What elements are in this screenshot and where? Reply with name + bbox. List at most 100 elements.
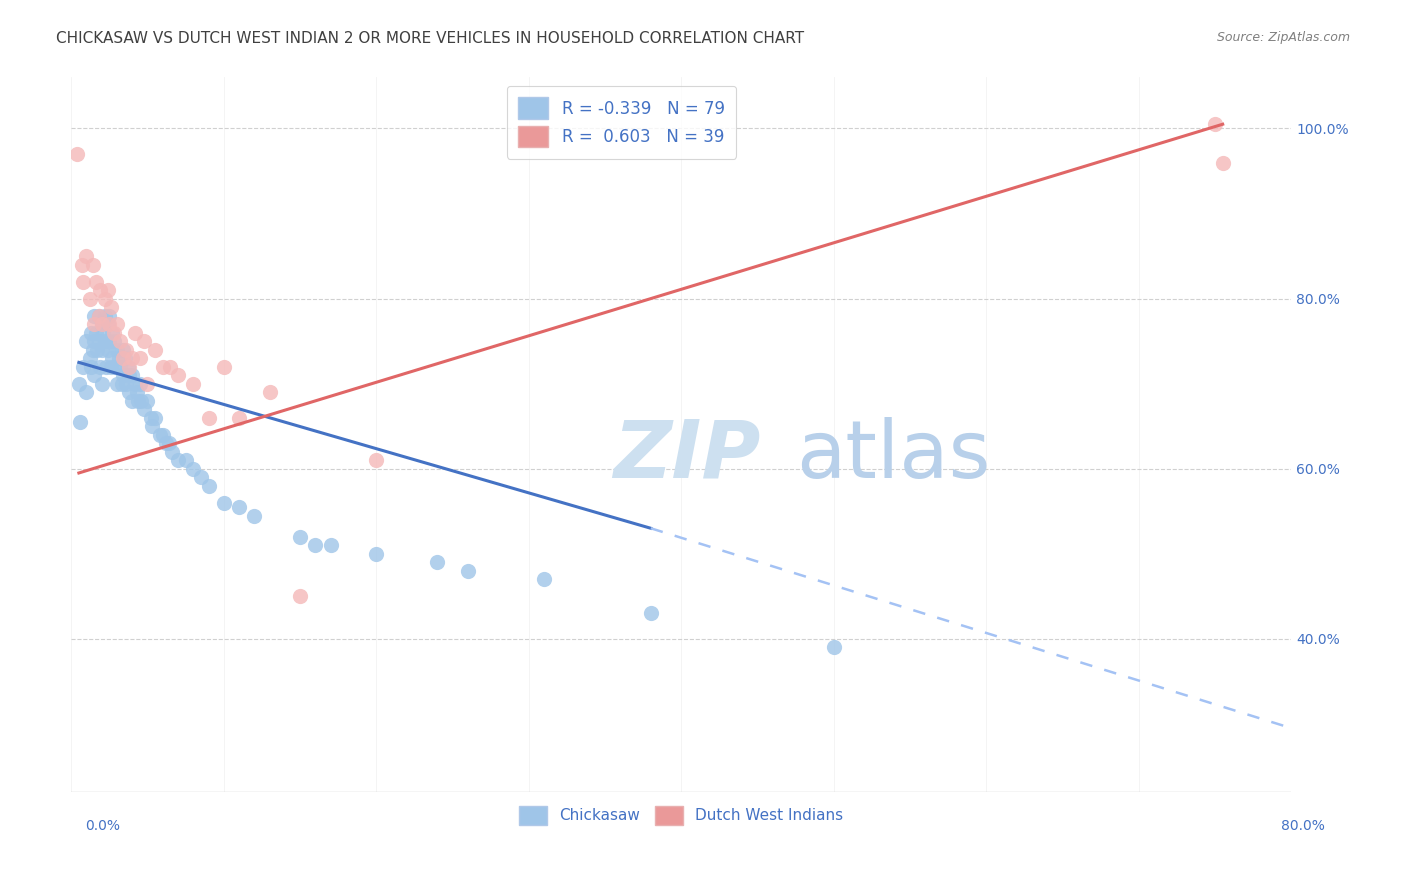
Point: [152, 359, 174, 374]
Point: [533, 572, 555, 586]
Point: [91, 326, 114, 340]
Point: [79, 292, 101, 306]
Point: [167, 368, 190, 383]
Point: [90, 376, 112, 391]
Point: [87, 334, 110, 348]
Point: [80, 359, 103, 374]
Legend: Chickasaw, Dutch West Indians: Chickasaw, Dutch West Indians: [510, 797, 852, 834]
Point: [105, 317, 128, 331]
Point: [69, 415, 91, 429]
Point: [167, 453, 190, 467]
Point: [181, 376, 204, 391]
Text: CHICKASAW VS DUTCH WEST INDIAN 2 OR MORE VEHICLES IN HOUSEHOLD CORRELATION CHART: CHICKASAW VS DUTCH WEST INDIAN 2 OR MORE…: [56, 31, 804, 46]
Point: [83, 317, 105, 331]
Point: [155, 436, 177, 450]
Point: [141, 419, 163, 434]
Point: [98, 334, 121, 348]
Point: [118, 359, 141, 374]
Point: [366, 453, 388, 467]
Point: [114, 351, 136, 366]
Point: [228, 500, 250, 514]
Text: 80.0%: 80.0%: [1281, 819, 1326, 833]
Point: [426, 555, 449, 569]
Point: [319, 538, 342, 552]
Point: [97, 343, 120, 357]
Text: 0.0%: 0.0%: [86, 819, 120, 833]
Point: [94, 292, 117, 306]
Point: [87, 309, 110, 323]
Point: [139, 410, 162, 425]
Point: [101, 351, 124, 366]
Point: [823, 640, 845, 655]
Point: [103, 326, 125, 340]
Text: ZIP: ZIP: [613, 417, 761, 495]
Point: [212, 496, 235, 510]
Point: [84, 326, 107, 340]
Point: [640, 607, 662, 621]
Point: [159, 359, 181, 374]
Point: [89, 359, 111, 374]
Text: Source: ZipAtlas.com: Source: ZipAtlas.com: [1216, 31, 1350, 45]
Point: [83, 368, 105, 383]
Point: [72, 275, 94, 289]
Point: [108, 359, 131, 374]
Point: [181, 461, 204, 475]
Point: [97, 317, 120, 331]
Point: [90, 317, 112, 331]
Point: [160, 444, 183, 458]
Point: [128, 351, 150, 366]
Point: [110, 376, 132, 391]
Point: [76, 249, 98, 263]
Point: [89, 283, 111, 297]
Point: [80, 326, 103, 340]
Point: [108, 334, 131, 348]
Point: [76, 385, 98, 400]
Point: [98, 317, 121, 331]
Point: [243, 508, 266, 523]
Point: [288, 590, 311, 604]
Point: [1212, 155, 1234, 169]
Point: [112, 351, 135, 366]
Text: atlas: atlas: [796, 417, 990, 495]
Point: [136, 393, 159, 408]
Point: [72, 359, 94, 374]
Point: [212, 359, 235, 374]
Point: [152, 427, 174, 442]
Point: [149, 427, 172, 442]
Point: [288, 530, 311, 544]
Point: [174, 453, 197, 467]
Point: [304, 538, 326, 552]
Point: [124, 376, 146, 391]
Point: [105, 343, 128, 357]
Point: [98, 309, 121, 323]
Point: [97, 283, 120, 297]
Point: [66, 147, 89, 161]
Point: [124, 326, 146, 340]
Point: [136, 376, 159, 391]
Point: [134, 334, 156, 348]
Point: [87, 309, 110, 323]
Point: [125, 385, 148, 400]
Point: [107, 351, 129, 366]
Point: [76, 334, 98, 348]
Point: [131, 393, 153, 408]
Point: [197, 410, 219, 425]
Point: [143, 343, 166, 357]
Point: [79, 351, 101, 366]
Point: [128, 376, 150, 391]
Point: [121, 351, 143, 366]
Point: [117, 359, 139, 374]
Point: [105, 376, 128, 391]
Point: [190, 470, 212, 484]
Point: [118, 385, 141, 400]
Point: [84, 275, 107, 289]
Point: [90, 343, 112, 357]
Point: [259, 385, 281, 400]
Point: [197, 479, 219, 493]
Point: [101, 326, 124, 340]
Point: [457, 564, 479, 578]
Point: [70, 258, 93, 272]
Point: [127, 393, 149, 408]
Point: [86, 343, 108, 357]
Point: [96, 359, 118, 374]
